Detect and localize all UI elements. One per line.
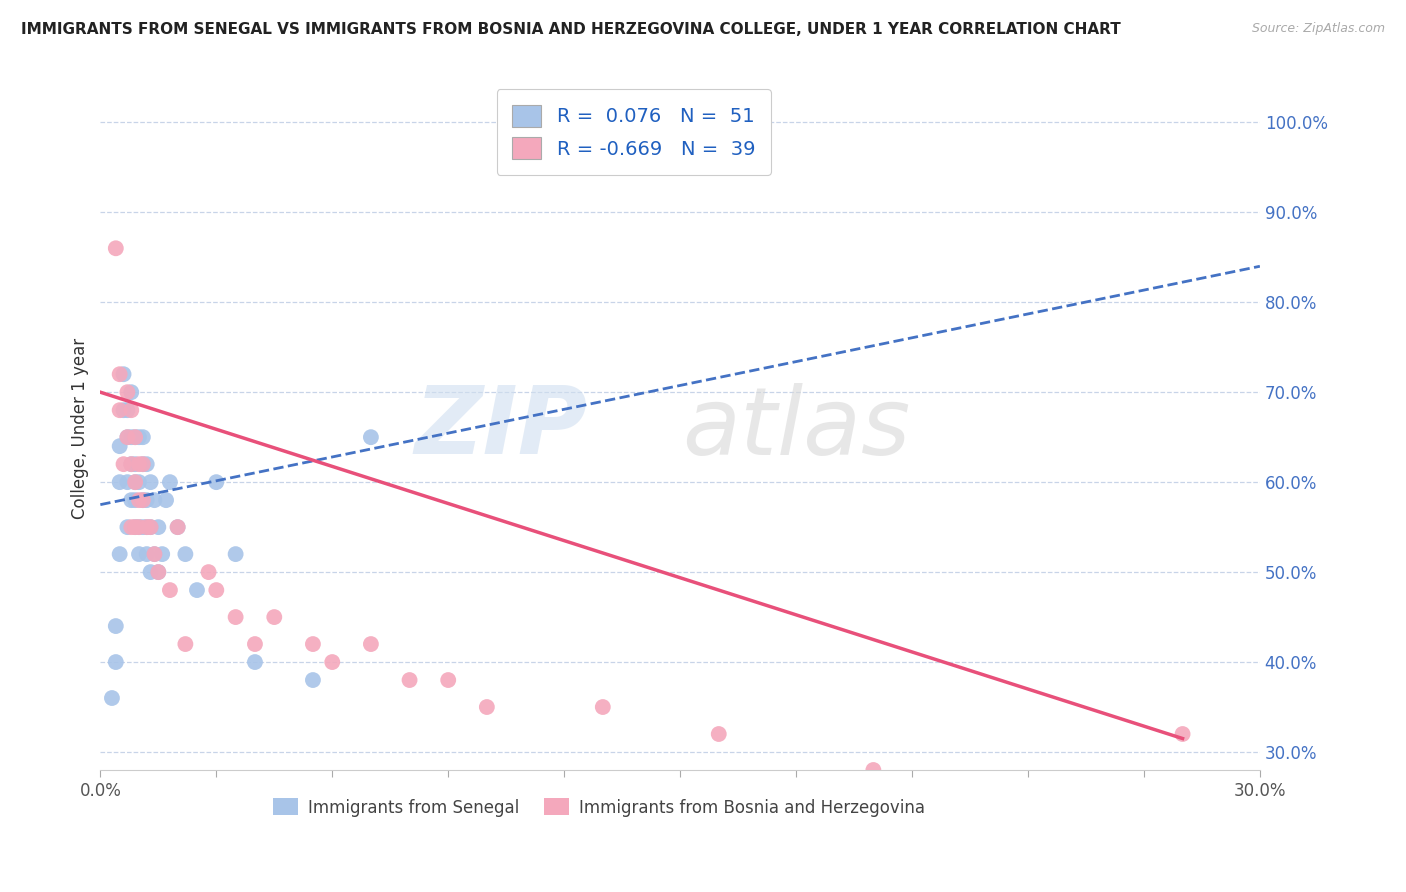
Point [124,520,146,534]
Point [108,475,131,490]
Point [707,727,730,741]
Point [128,520,150,534]
Point [302,637,325,651]
Point [112,457,135,471]
Point [128,547,150,561]
Point [124,457,146,471]
Point [398,673,420,687]
Point [108,439,131,453]
Point [159,475,181,490]
Point [117,403,139,417]
Point [475,700,498,714]
Point [263,610,285,624]
Point [132,457,155,471]
Point [139,565,162,579]
Point [108,403,131,417]
Point [101,691,124,706]
Point [104,655,127,669]
Point [132,493,155,508]
Point [135,457,157,471]
Point [166,520,188,534]
Point [205,583,228,598]
Point [592,700,614,714]
Point [174,637,197,651]
Point [159,583,181,598]
Point [117,385,139,400]
Point [186,583,208,598]
Y-axis label: College, Under 1 year: College, Under 1 year [72,337,89,519]
Point [132,493,155,508]
Point [139,520,162,534]
Point [117,520,139,534]
Point [128,493,150,508]
Point [360,430,382,444]
Point [128,475,150,490]
Point [155,493,177,508]
Point [128,520,150,534]
Point [135,547,157,561]
Point [132,457,155,471]
Point [120,457,142,471]
Text: atlas: atlas [682,383,910,474]
Point [148,565,170,579]
Point [117,430,139,444]
Point [112,403,135,417]
Point [139,520,162,534]
Point [104,619,127,633]
Point [143,547,166,561]
Point [139,475,162,490]
Point [321,655,343,669]
Point [148,565,170,579]
Point [124,430,146,444]
Point [225,547,247,561]
Point [1171,727,1194,741]
Point [302,673,325,687]
Point [143,547,166,561]
Point [135,520,157,534]
Text: Source: ZipAtlas.com: Source: ZipAtlas.com [1251,22,1385,36]
Point [360,637,382,651]
Point [150,547,173,561]
Legend: Immigrants from Senegal, Immigrants from Bosnia and Herzegovina: Immigrants from Senegal, Immigrants from… [266,792,932,823]
Point [120,493,142,508]
Point [132,430,155,444]
Point [143,493,166,508]
Point [197,565,219,579]
Point [437,673,460,687]
Point [124,475,146,490]
Text: IMMIGRANTS FROM SENEGAL VS IMMIGRANTS FROM BOSNIA AND HERZEGOVINA COLLEGE, UNDER: IMMIGRANTS FROM SENEGAL VS IMMIGRANTS FR… [21,22,1121,37]
Point [120,385,142,400]
Point [104,241,127,255]
Point [135,520,157,534]
Point [135,493,157,508]
Point [108,368,131,382]
Point [120,457,142,471]
Point [174,547,197,561]
Text: ZIP: ZIP [415,382,588,475]
Point [166,520,188,534]
Point [124,493,146,508]
Point [124,475,146,490]
Point [120,520,142,534]
Point [124,520,146,534]
Point [243,655,266,669]
Point [117,430,139,444]
Point [120,403,142,417]
Point [120,430,142,444]
Point [205,475,228,490]
Point [124,430,146,444]
Point [132,520,155,534]
Point [112,368,135,382]
Point [128,457,150,471]
Point [108,547,131,561]
Point [862,763,884,777]
Point [148,520,170,534]
Point [243,637,266,651]
Point [128,430,150,444]
Point [225,610,247,624]
Point [117,475,139,490]
